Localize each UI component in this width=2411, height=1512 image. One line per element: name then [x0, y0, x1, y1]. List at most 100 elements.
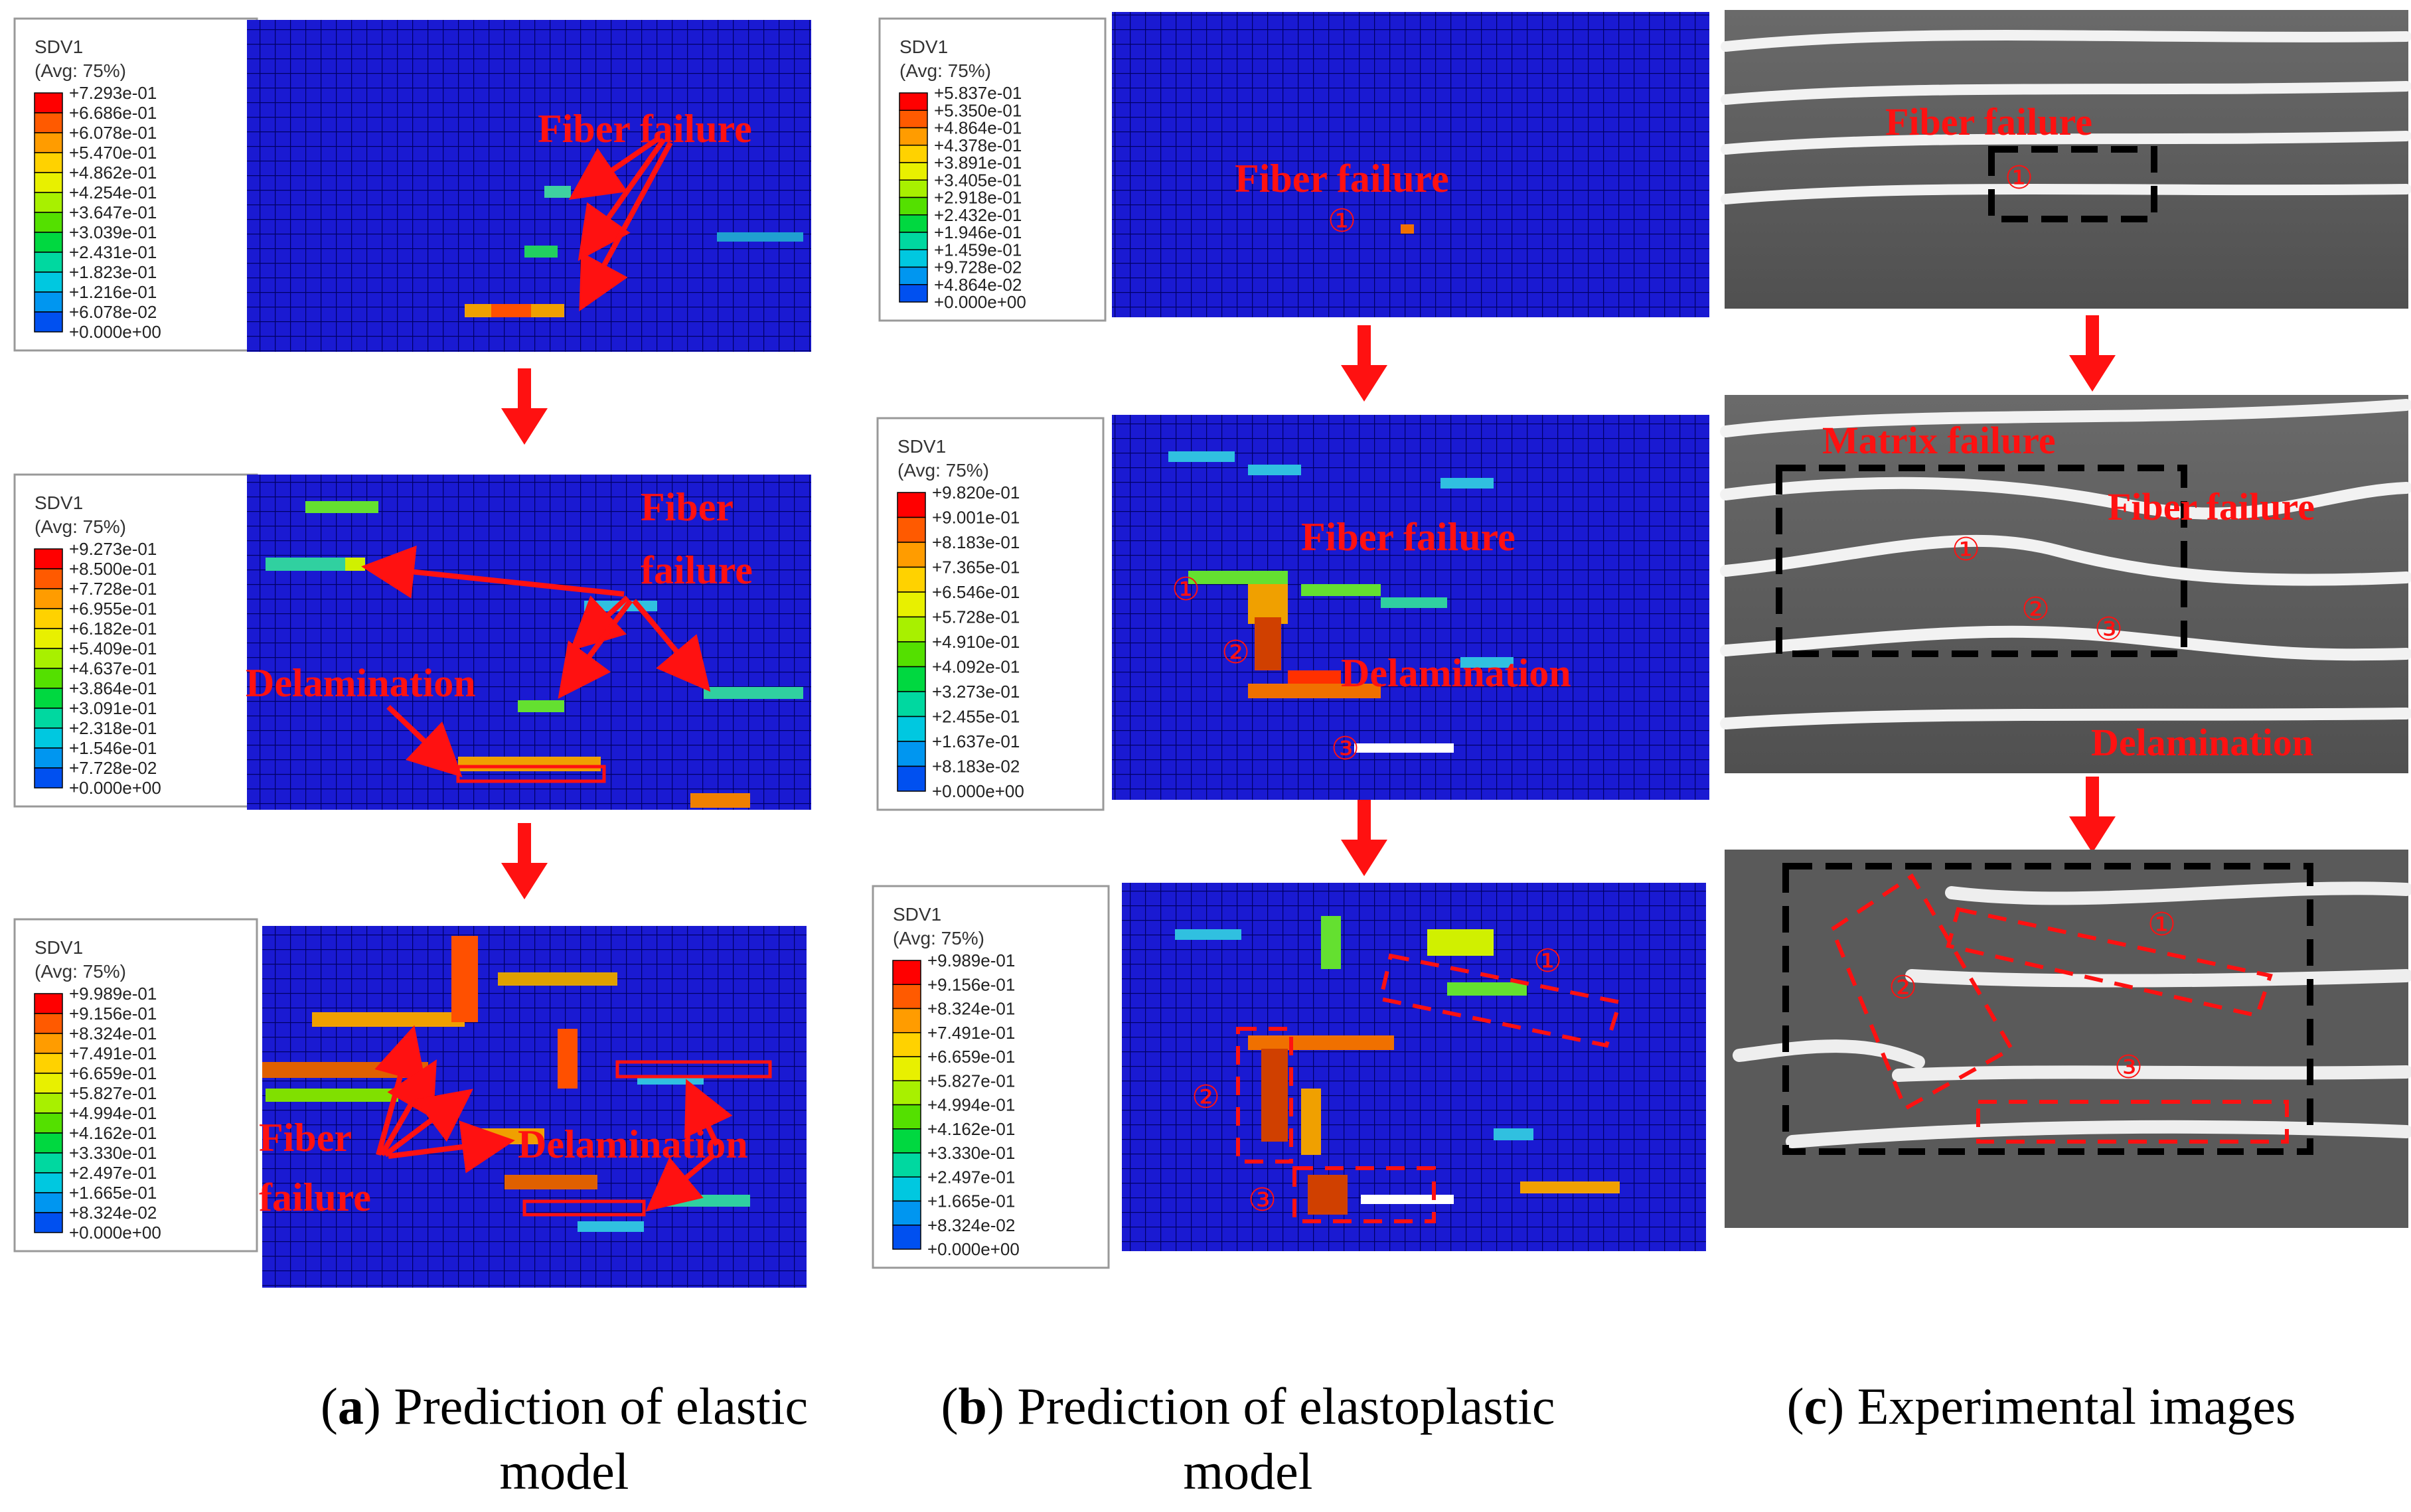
legend-value: +9.989e-01 — [927, 950, 1015, 970]
legend-value: +9.820e-01 — [932, 483, 1020, 502]
damage-element-b1 — [1401, 224, 1414, 234]
legend-title: SDV1 — [35, 937, 83, 958]
legend-color-band — [34, 648, 63, 669]
legend-value: +0.000e+00 — [934, 292, 1026, 312]
damage-box-c1 — [1988, 146, 2157, 222]
legend-value: +3.864e-01 — [69, 678, 157, 698]
legend-color-band — [897, 741, 926, 767]
legend-value: +7.728e-01 — [69, 579, 157, 599]
legend-color-band — [34, 92, 63, 113]
legend-value: +1.216e-01 — [69, 282, 157, 302]
legend-color-band — [34, 1132, 63, 1154]
legend-value: +7.293e-01 — [69, 83, 157, 103]
legend-color-band — [892, 1200, 921, 1226]
legend-color-band — [892, 1056, 921, 1081]
column-a: SDV1 (Avg: 75%)+7.293e-01+6.686e-01 +6.078… — [13, 17, 811, 1288]
legend-color-band — [899, 179, 928, 198]
legend-value: +8.324e-02 — [69, 1203, 157, 1223]
legend-color-band — [34, 152, 63, 173]
legend-color-band — [899, 284, 928, 303]
photo-c1 — [1721, 10, 2411, 309]
legend-value: +6.686e-01 — [69, 103, 157, 123]
panel-a3: SDV1(Avg: 75%)+9.989e-01+9.156e-01+8.324… — [13, 918, 807, 1288]
arrows-a3 — [374, 1025, 733, 1212]
legend-color-band — [892, 1104, 921, 1130]
legend-value: +8.183e-02 — [932, 757, 1020, 777]
legend-color-band — [897, 591, 926, 618]
legend-b3: SDV1 (Avg: 75%)+9.989e-01 +9.156e-01 +8.324… — [872, 885, 1110, 1269]
legend-value: +2.497e-01 — [927, 1167, 1015, 1187]
dashed-boxes-b3 — [1236, 953, 1622, 1223]
panel-a2: SDV1(Avg: 75%)+9.273e-01+8.500e-01+7.728… — [13, 473, 811, 810]
photo-c2 — [1720, 395, 2411, 773]
legend-value: +0.000e+00 — [927, 1239, 1020, 1259]
legend-value: +6.659e-01 — [69, 1063, 157, 1083]
down-arrow-c2 — [2069, 777, 2116, 853]
legend-value: +4.864e-02 — [934, 275, 1022, 295]
legend-color-band — [892, 1080, 921, 1106]
legend-value: +0.000e+00 — [932, 781, 1024, 801]
legend-value: +9.001e-01 — [932, 508, 1020, 528]
legend-color-band — [892, 1176, 921, 1202]
legend-color-band — [34, 1172, 63, 1193]
legend-value: +3.330e-01 — [927, 1143, 1015, 1163]
damage-box-c3 — [1782, 863, 2313, 1155]
fe-mesh-b1 — [1112, 12, 1709, 317]
legend-color-band — [34, 993, 63, 1014]
legend-value: +2.431e-01 — [69, 242, 157, 262]
legend-subtitle: (Avg: 75%) — [893, 928, 984, 948]
down-arrow-b1 — [1341, 325, 1387, 402]
legend-value: +2.318e-01 — [69, 718, 157, 738]
dashed-boxes-c3 — [1829, 873, 2289, 1144]
legend-value: +4.162e-01 — [69, 1123, 157, 1143]
legend-value: +8.324e-01 — [927, 999, 1015, 1019]
legend-value: +7.491e-01 — [69, 1043, 157, 1063]
legend-color-band — [34, 1053, 63, 1074]
legend-color-band — [897, 492, 926, 518]
legend-value: +1.665e-01 — [927, 1191, 1015, 1211]
legend-value: +7.491e-01 — [927, 1023, 1015, 1043]
legend-value: +1.665e-01 — [69, 1183, 157, 1203]
legend-color-band — [892, 1128, 921, 1154]
legend-value: +2.497e-01 — [69, 1163, 157, 1183]
legend-value: +6.078e-02 — [69, 302, 157, 322]
legend-subtitle: (Avg: 75%) — [35, 60, 126, 81]
legend-value: +2.918e-01 — [934, 188, 1022, 208]
panel-b1: SDV1(Avg: 75%)+5.837e-01+5.350e-01+4.864… — [878, 12, 1709, 322]
legend-value: +7.365e-01 — [932, 558, 1020, 577]
legend-value: +4.994e-01 — [927, 1095, 1015, 1115]
arrows-a1 — [568, 137, 673, 312]
legend-title: SDV1 — [897, 436, 946, 457]
legend-color-band — [897, 765, 926, 792]
legend-color-band — [34, 568, 63, 589]
down-arrow-b2 — [1341, 800, 1387, 876]
legend-value: +9.156e-01 — [927, 974, 1015, 994]
fe-mesh-a1 — [247, 20, 811, 352]
legend-value: +9.989e-01 — [69, 984, 157, 1004]
delamination-box-a3b — [522, 1199, 646, 1217]
fe-mesh-a2 — [247, 475, 811, 810]
legend-color-band — [899, 92, 928, 111]
legend-value: +5.728e-01 — [932, 607, 1020, 627]
down-arrow-c1 — [2069, 315, 2116, 392]
legend-color-band — [897, 542, 926, 568]
legend-value: +7.728e-02 — [69, 758, 157, 778]
legend-color-band — [34, 1152, 63, 1173]
column-c — [1720, 10, 2411, 1228]
legend-title: SDV1 — [899, 37, 948, 57]
legend-color-band — [34, 291, 63, 313]
legend-a3: SDV1(Avg: 75%)+9.989e-01+9.156e-01+8.324… — [13, 918, 258, 1252]
legend-value: +3.273e-01 — [932, 682, 1020, 702]
legend-value: +1.459e-01 — [934, 240, 1022, 260]
panel-b3: SDV1 (Avg: 75%)+9.989e-01 +9.156e-01 +8.324… — [872, 883, 1706, 1269]
legend-value: +1.546e-01 — [69, 738, 157, 758]
legend-value: +5.350e-01 — [934, 100, 1022, 120]
legend-value: +5.470e-01 — [69, 143, 157, 163]
legend-value: +1.637e-01 — [932, 731, 1020, 751]
legend-a1: SDV1 (Avg: 75%)+7.293e-01+6.686e-01 +6.078… — [13, 17, 258, 352]
legend-value: +5.827e-01 — [927, 1071, 1015, 1091]
legend-title: SDV1 — [35, 37, 83, 57]
legend-value: +8.324e-02 — [927, 1215, 1015, 1235]
legend-value: +0.000e+00 — [69, 1223, 161, 1243]
legend-title: SDV1 — [893, 904, 941, 925]
